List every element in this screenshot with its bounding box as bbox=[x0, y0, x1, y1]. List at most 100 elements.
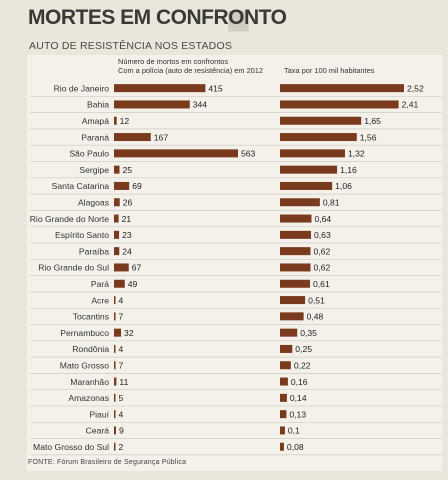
deaths-bar bbox=[114, 279, 125, 288]
deaths-bar bbox=[114, 312, 116, 321]
deaths-value-label: 344 bbox=[193, 100, 208, 110]
deaths-value-label: 69 bbox=[132, 181, 142, 191]
state-label: Amapá bbox=[82, 116, 109, 126]
state-label: São Paulo bbox=[69, 149, 109, 159]
deaths-bar bbox=[114, 230, 120, 239]
rate-value-label: 0,62 bbox=[314, 246, 331, 256]
rate-bar bbox=[280, 149, 345, 158]
rate-bar bbox=[280, 116, 362, 125]
deaths-bar bbox=[114, 426, 116, 435]
deaths-bar bbox=[114, 296, 116, 305]
rate-value-label: 0,14 bbox=[290, 393, 307, 403]
deaths-bar bbox=[114, 181, 130, 190]
rate-value-label: 2,41 bbox=[402, 100, 419, 110]
deaths-bar bbox=[114, 377, 117, 386]
state-label: Paraná bbox=[81, 132, 109, 142]
state-label: Acre bbox=[91, 295, 109, 305]
chart-title: MORTES EM CONFRONTO bbox=[28, 6, 287, 29]
rate-value-label: 0,81 bbox=[323, 197, 340, 207]
rate-bar bbox=[280, 100, 399, 109]
deaths-value-label: 12 bbox=[120, 116, 130, 126]
deaths-bar bbox=[114, 214, 119, 223]
rate-value-label: 1,16 bbox=[340, 165, 357, 175]
rate-bar bbox=[280, 84, 404, 93]
rate-bar bbox=[280, 230, 311, 239]
rate-value-label: 0,1 bbox=[288, 426, 300, 436]
rate-bar bbox=[280, 377, 288, 386]
deaths-value-label: 4 bbox=[119, 295, 124, 305]
state-label: Alagoas bbox=[78, 197, 109, 207]
deaths-value-label: 415 bbox=[208, 83, 223, 93]
deaths-value-label: 4 bbox=[119, 344, 124, 354]
deaths-bar bbox=[114, 149, 238, 158]
rate-value-label: 0,22 bbox=[294, 360, 311, 370]
rate-value-label: 0,51 bbox=[308, 295, 325, 305]
chart-subtitle: AUTO DE RESISTÊNCIA NOS ESTADOS bbox=[29, 40, 233, 52]
rate-value-label: 0,13 bbox=[289, 409, 306, 419]
deaths-value-label: 24 bbox=[122, 246, 132, 256]
deaths-header-line-2: Com a polícia (auto de resistência) em 2… bbox=[118, 65, 264, 75]
deaths-value-label: 25 bbox=[123, 165, 133, 175]
rate-value-label: 0,25 bbox=[295, 344, 312, 354]
deaths-value-label: 23 bbox=[122, 230, 132, 240]
rate-column-header: Taxa por 100 mil habitantes bbox=[284, 66, 375, 76]
state-label: Amazonas bbox=[68, 393, 109, 403]
deaths-bar bbox=[114, 410, 116, 419]
deaths-bar bbox=[114, 328, 122, 337]
rate-bar bbox=[280, 263, 311, 272]
deaths-bar bbox=[114, 442, 116, 451]
deaths-bar bbox=[114, 361, 116, 370]
state-label: Santa Catarina bbox=[52, 181, 110, 191]
rate-value-label: 0,63 bbox=[314, 230, 331, 240]
source-note: FONTE: Fórum Brasileiro de Segurança Púb… bbox=[28, 459, 187, 466]
deaths-value-label: 7 bbox=[119, 360, 124, 370]
state-label: Espírito Santo bbox=[55, 230, 109, 240]
chart-panel bbox=[27, 55, 442, 471]
deaths-bar bbox=[114, 133, 151, 142]
rate-value-label: 0,61 bbox=[313, 279, 330, 289]
deaths-bar bbox=[114, 116, 117, 125]
rate-bar bbox=[280, 344, 293, 353]
rate-value-label: 0,64 bbox=[314, 214, 331, 224]
state-label: Piauí bbox=[89, 409, 109, 419]
deaths-value-label: 7 bbox=[119, 312, 124, 322]
deaths-value-label: 2 bbox=[119, 442, 124, 452]
deaths-column-header: Número de mortos em confrontos Com a pol… bbox=[118, 57, 264, 75]
state-label: Tocantins bbox=[73, 312, 109, 322]
rate-value-label: 2,52 bbox=[407, 83, 424, 93]
rate-value-label: 1,56 bbox=[360, 132, 377, 142]
state-label: Rio Grande do Norte bbox=[30, 214, 110, 224]
rate-bar bbox=[280, 214, 312, 223]
rate-value-label: 0,48 bbox=[307, 312, 324, 322]
state-label: Pará bbox=[91, 279, 109, 289]
deaths-value-label: 9 bbox=[119, 426, 124, 436]
rate-bar bbox=[280, 165, 338, 174]
rate-value-label: 0,35 bbox=[300, 328, 317, 338]
state-label: Paraíba bbox=[79, 246, 109, 256]
rate-value-label: 1,65 bbox=[364, 116, 381, 126]
deaths-value-label: 563 bbox=[241, 149, 256, 159]
deaths-bar bbox=[114, 344, 116, 353]
deaths-value-label: 26 bbox=[123, 197, 133, 207]
deaths-value-label: 5 bbox=[119, 393, 124, 403]
rate-bar bbox=[280, 426, 285, 435]
state-label: Mato Grosso do Sul bbox=[33, 442, 109, 452]
deaths-bar bbox=[114, 84, 206, 93]
rate-bar bbox=[280, 393, 287, 402]
rate-value-label: 0,62 bbox=[314, 263, 331, 273]
rate-bar bbox=[280, 296, 306, 305]
rate-bar bbox=[280, 247, 311, 256]
rate-bar bbox=[280, 312, 304, 321]
rate-header-line-1: Taxa por 100 mil habitantes bbox=[284, 66, 375, 75]
deaths-value-label: 67 bbox=[132, 263, 142, 273]
rate-bar bbox=[280, 361, 291, 370]
rate-bar bbox=[280, 133, 357, 142]
deaths-bar bbox=[114, 393, 116, 402]
deaths-value-label: 32 bbox=[124, 328, 134, 338]
deaths-value-label: 4 bbox=[119, 409, 124, 419]
state-label: Maranhão bbox=[70, 377, 109, 387]
deaths-bar bbox=[114, 198, 120, 207]
deaths-value-label: 49 bbox=[128, 279, 138, 289]
state-label: Ceará bbox=[86, 426, 110, 436]
